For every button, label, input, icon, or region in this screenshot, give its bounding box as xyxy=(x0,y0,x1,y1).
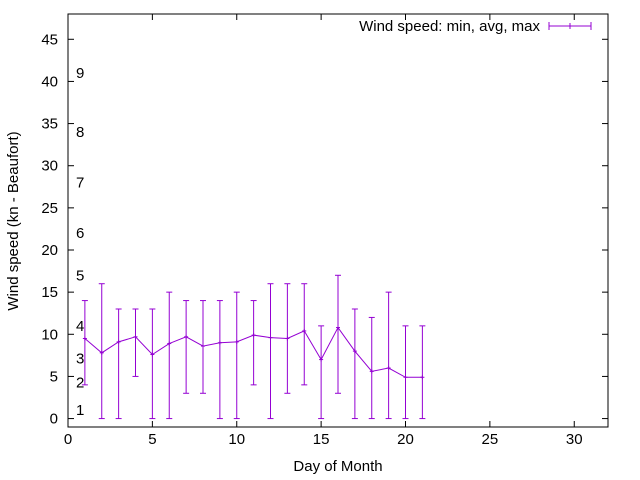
x-axis-title: Day of Month xyxy=(293,458,382,475)
y-tick-label: 40 xyxy=(41,73,58,90)
beaufort-scale-label: 6 xyxy=(76,225,84,242)
beaufort-scale-label: 1 xyxy=(76,402,84,419)
x-tick-label: 30 xyxy=(566,431,583,448)
y-tick-label: 45 xyxy=(41,31,58,48)
x-tick-label: 15 xyxy=(313,431,330,448)
y-tick-label: 25 xyxy=(41,200,58,217)
x-tick-label: 20 xyxy=(397,431,414,448)
x-tick-label: 10 xyxy=(228,431,245,448)
x-tick-label: 5 xyxy=(148,431,156,448)
beaufort-scale-label: 2 xyxy=(76,374,84,391)
beaufort-scale-label: 8 xyxy=(76,124,84,141)
y-tick-label: 35 xyxy=(41,116,58,133)
plot-frame xyxy=(67,13,609,428)
y-tick-label: 10 xyxy=(41,326,58,343)
y-axis-title: Wind speed (kn - Beaufort) xyxy=(5,131,22,310)
legend-entry-label: Wind speed: min, avg, max xyxy=(359,18,540,35)
beaufort-scale-label: 9 xyxy=(76,65,84,82)
beaufort-labels: 1 2 3 4 5 6 7 8 9 xyxy=(76,65,84,419)
y-tick-label: 30 xyxy=(41,158,58,175)
series-group xyxy=(81,274,426,420)
beaufort-scale-label: 4 xyxy=(76,318,84,335)
y-tick-label: 20 xyxy=(41,242,58,259)
beaufort-scale-label: 5 xyxy=(76,267,84,284)
x-tick-label: 25 xyxy=(482,431,499,448)
beaufort-scale-label: 3 xyxy=(76,351,84,368)
legend: Wind speed: min, avg, max xyxy=(359,18,592,35)
x-tick-label: 0 xyxy=(64,431,72,448)
y-tick-label: 0 xyxy=(50,411,58,428)
y-tick-label: 5 xyxy=(50,368,58,385)
beaufort-scale-label: 7 xyxy=(76,175,84,192)
y-tick-label: 15 xyxy=(41,284,58,301)
